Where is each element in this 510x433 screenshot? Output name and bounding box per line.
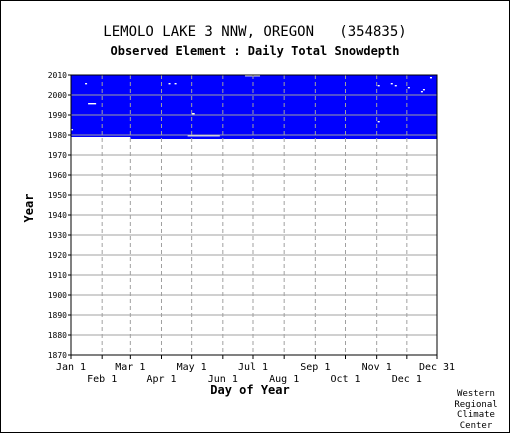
missing-segment [377,121,380,123]
missing-segment [191,113,195,115]
y-tick-label: 2010 [48,71,67,80]
y-axis-label: Year [22,194,36,223]
missing-segment [168,83,171,85]
station-title: LEMOLO LAKE 3 NNW, OREGON (354835) [103,24,407,40]
y-tick-label: 1880 [48,331,67,340]
missing-segment [174,83,177,85]
plot-border [70,74,438,356]
element-title: Observed Element : Daily Total Snowdepth [110,44,400,58]
missing-segment [422,89,425,91]
x-tick-label: Oct 1 [330,374,360,385]
y-tick-label: 1990 [48,111,67,120]
missing-segment [377,85,380,87]
x-tick-label: Mar 1 [115,362,145,373]
wrcc-credit: Western Regional Climate Center [448,389,504,431]
x-tick-label: Aug 1 [269,374,299,385]
x-axis-label: Day of Year [210,383,289,397]
x-tick-label: Nov 1 [362,362,392,373]
missing-segment [394,85,397,87]
credit-line-2: Regional [454,399,498,410]
y-tick-label: 1960 [48,171,67,180]
y-tick-label: 2000 [48,91,67,100]
x-tick-label: Jan 1 [56,362,86,373]
missing-segment [88,103,97,105]
missing-segment [429,77,432,79]
x-tick-label: Jul 1 [238,362,268,373]
y-tick-label: 1940 [48,211,67,220]
missing-segment [187,135,220,137]
y-tick-label: 1910 [48,271,67,280]
x-tick-label: Jun 1 [208,374,238,385]
x-tick-label: Dec 31 [419,362,455,373]
x-tick-label: Feb 1 [87,374,117,385]
x-tick-label: Apr 1 [146,374,176,385]
y-tick-label: 1920 [48,251,67,260]
missing-segment [407,87,410,89]
x-tick-label: Sep 1 [300,362,330,373]
missing-segment [420,91,423,93]
credit-line-3: Climate [457,410,495,420]
missing-segment [244,75,261,77]
y-tick-label: 1970 [48,151,67,160]
missing-segment [71,137,131,140]
y-tick-label: 1870 [48,351,67,360]
missing-segment [390,83,393,85]
credit-line-4: Center [459,420,493,431]
x-tick-label: May 1 [177,362,207,373]
y-tick-label: 1930 [48,231,67,240]
credit-line-1: Western [457,389,495,399]
y-tick-label: 1890 [48,311,67,320]
missing-segment [71,129,74,131]
x-tick-label: Dec 1 [392,374,422,385]
y-tick-label: 1900 [48,291,67,300]
missing-segment [85,83,88,85]
observed-block [71,75,437,139]
y-tick-label: 1950 [48,191,67,200]
y-tick-label: 1980 [48,131,67,140]
